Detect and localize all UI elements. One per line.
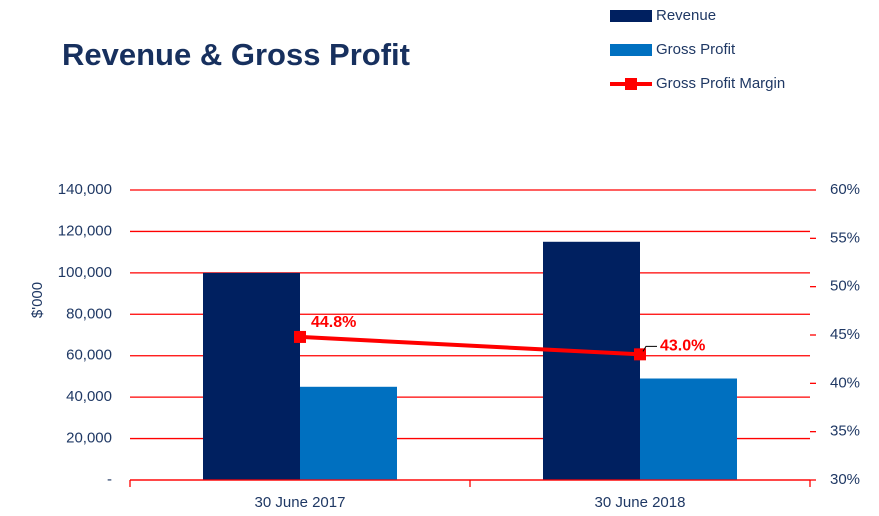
y2-tick-label: 60% — [830, 181, 860, 198]
legend-label: Gross Profit — [656, 41, 736, 58]
legend-swatch — [610, 44, 652, 56]
y-tick-label: 140,000 — [58, 181, 112, 198]
y2-tick-label: 35% — [830, 423, 860, 440]
bar — [640, 378, 737, 480]
bar — [300, 386, 397, 480]
y-tick-label: 20,000 — [66, 430, 112, 447]
leader-line — [642, 345, 657, 352]
y-tick-label: 120,000 — [58, 222, 112, 239]
bar — [543, 241, 640, 480]
line-marker — [294, 330, 306, 343]
legend-label: Gross Profit Margin — [656, 75, 785, 92]
bar — [203, 272, 300, 480]
y2-tick-label: 30% — [830, 471, 860, 488]
y2-tick-label: 40% — [830, 374, 860, 391]
line — [299, 334, 641, 357]
x-tick-label: 30 June 2018 — [595, 494, 686, 511]
y2-tick-label: 50% — [830, 278, 860, 295]
y-tick-label: 40,000 — [66, 388, 112, 405]
y-tick-label: - — [107, 471, 112, 488]
y2-tick-label: 55% — [830, 229, 860, 246]
chart-title: Revenue & Gross Profit — [62, 37, 410, 72]
legend-marker — [625, 78, 637, 90]
y-tick-label: 100,000 — [58, 264, 112, 281]
data-label: 44.8% — [311, 314, 356, 331]
y-tick-label: 80,000 — [66, 305, 112, 322]
y-tick-label: 60,000 — [66, 347, 112, 364]
legend-swatch — [610, 10, 652, 22]
data-label: 43.0% — [660, 338, 705, 355]
y-axis-label: $'000 — [29, 282, 46, 318]
x-tick-label: 30 June 2017 — [255, 494, 346, 511]
y2-tick-label: 45% — [830, 326, 860, 343]
legend-label: Revenue — [656, 7, 716, 24]
